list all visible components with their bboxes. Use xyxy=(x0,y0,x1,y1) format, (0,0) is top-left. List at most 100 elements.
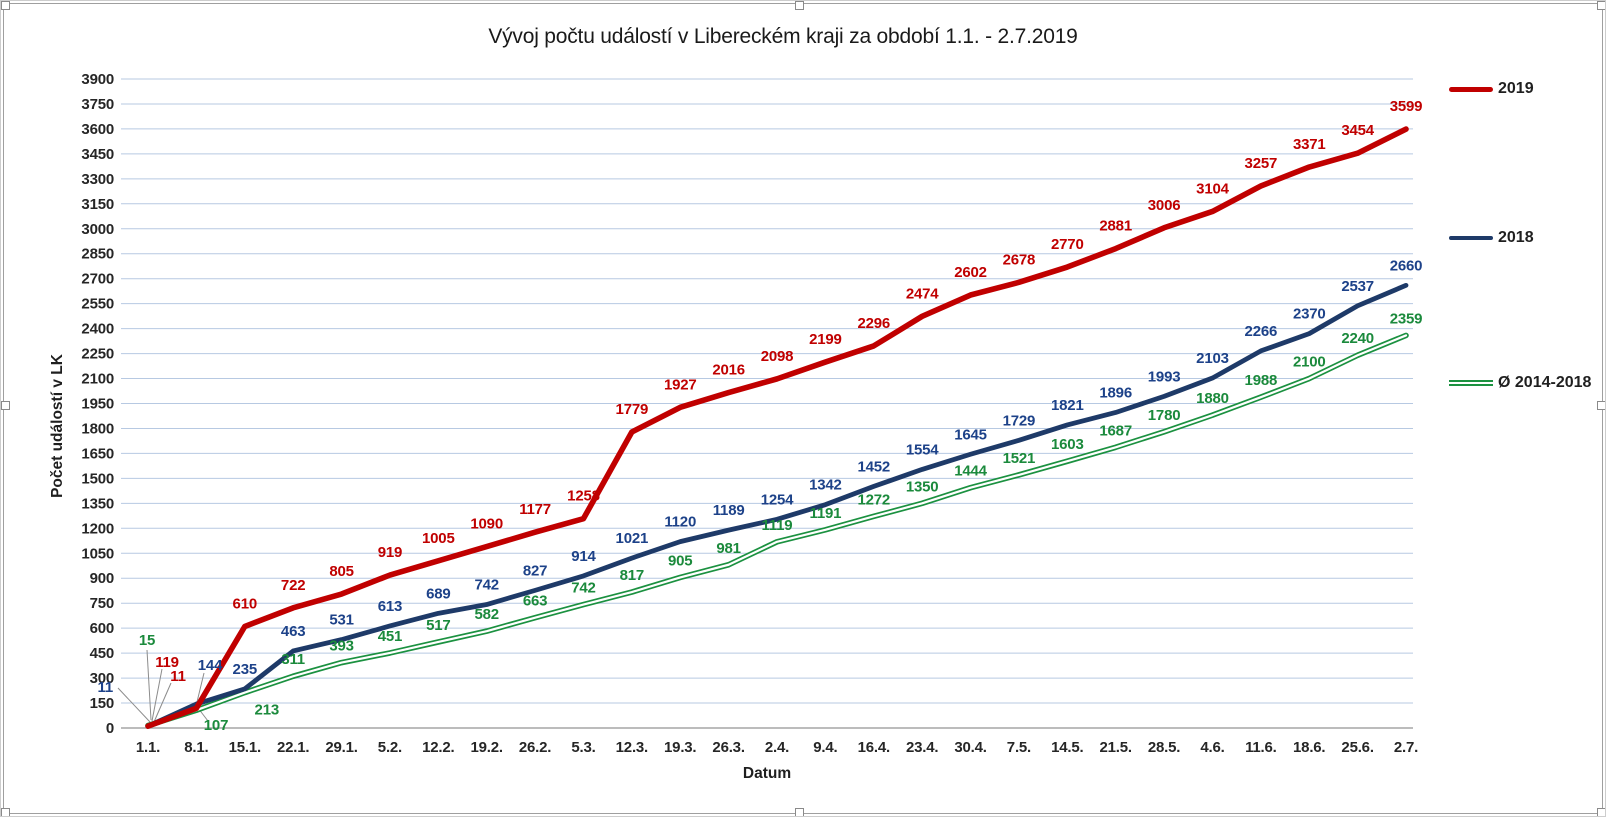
svg-text:22.1.: 22.1. xyxy=(277,739,309,756)
svg-text:1.1.: 1.1. xyxy=(136,739,160,756)
svg-text:600: 600 xyxy=(90,620,114,637)
svg-text:1350: 1350 xyxy=(81,495,114,512)
selection-handle-bottom-middle[interactable] xyxy=(795,808,804,816)
svg-text:1988: 1988 xyxy=(1245,372,1278,389)
svg-text:14.5.: 14.5. xyxy=(1051,739,1083,756)
svg-text:18.6.: 18.6. xyxy=(1293,739,1325,756)
series-line-1[interactable] xyxy=(145,282,1409,729)
svg-text:4.6.: 4.6. xyxy=(1200,739,1224,756)
svg-text:1645: 1645 xyxy=(954,426,987,443)
svg-text:1779: 1779 xyxy=(616,401,649,418)
svg-text:610: 610 xyxy=(233,595,257,612)
svg-text:3371: 3371 xyxy=(1293,136,1326,153)
svg-text:2602: 2602 xyxy=(954,264,987,281)
svg-text:2016: 2016 xyxy=(712,362,745,379)
svg-text:531: 531 xyxy=(329,612,353,629)
svg-text:750: 750 xyxy=(90,595,114,612)
series-line-2[interactable] xyxy=(145,332,1409,729)
svg-text:30.4.: 30.4. xyxy=(954,739,986,756)
selection-handle-top-left[interactable] xyxy=(1,1,10,10)
svg-text:393: 393 xyxy=(329,638,353,655)
svg-text:11: 11 xyxy=(98,679,113,696)
selection-handle-top-right[interactable] xyxy=(1597,1,1605,10)
svg-text:2199: 2199 xyxy=(809,331,842,348)
svg-text:1350: 1350 xyxy=(906,478,939,495)
svg-text:900: 900 xyxy=(90,570,114,587)
svg-text:15: 15 xyxy=(139,632,155,649)
svg-text:1880: 1880 xyxy=(1196,390,1229,407)
svg-text:817: 817 xyxy=(620,567,644,584)
svg-text:3257: 3257 xyxy=(1245,155,1278,172)
svg-text:1554: 1554 xyxy=(906,441,939,458)
legend-item-label: 2018 xyxy=(1498,229,1534,246)
svg-text:144: 144 xyxy=(198,657,223,674)
svg-text:1521: 1521 xyxy=(1003,450,1036,467)
legend-item-2018[interactable]: 2018 xyxy=(1449,229,1534,247)
svg-text:463: 463 xyxy=(281,623,305,640)
svg-text:12.2.: 12.2. xyxy=(422,739,454,756)
legend-item-avg-2014-2018[interactable]: Ø 2014-2018 xyxy=(1449,374,1591,392)
x-axis-tick-labels: 1.1. 8.1. 15.1. 22.1. 29.1. 5.2. 12.2. 19.2. 26.… xyxy=(136,739,1418,756)
selection-handle-bottom-left[interactable] xyxy=(1,808,10,816)
svg-text:722: 722 xyxy=(281,577,305,594)
svg-text:3450: 3450 xyxy=(81,146,114,163)
svg-text:451: 451 xyxy=(378,628,402,645)
legend-line-avg-icon xyxy=(1449,380,1493,386)
y-axis-title[interactable]: Počet událostí v LK xyxy=(49,354,66,498)
svg-text:16.4.: 16.4. xyxy=(858,739,890,756)
svg-text:2266: 2266 xyxy=(1245,323,1278,340)
svg-text:19.3.: 19.3. xyxy=(664,739,696,756)
svg-text:300: 300 xyxy=(90,670,114,687)
gridlines xyxy=(121,78,1413,729)
svg-text:914: 914 xyxy=(571,548,596,565)
svg-text:5.3.: 5.3. xyxy=(571,739,595,756)
x-axis-title[interactable]: Datum xyxy=(742,765,792,782)
series-line-0[interactable] xyxy=(145,126,1409,729)
svg-text:2537: 2537 xyxy=(1341,278,1374,295)
svg-text:2.4.: 2.4. xyxy=(765,739,789,756)
svg-text:150: 150 xyxy=(90,695,114,712)
svg-text:9.4.: 9.4. xyxy=(813,739,837,756)
svg-text:3599: 3599 xyxy=(1390,98,1423,115)
svg-text:1687: 1687 xyxy=(1099,422,1132,439)
svg-text:2400: 2400 xyxy=(81,321,114,338)
svg-text:805: 805 xyxy=(329,563,353,580)
svg-text:1650: 1650 xyxy=(81,445,114,462)
svg-text:1272: 1272 xyxy=(857,491,890,508)
selection-handle-middle-left[interactable] xyxy=(1,401,10,410)
chart-title[interactable]: Vývoj počtu událostí v Libereckém kraji … xyxy=(488,25,1078,48)
svg-text:23.4.: 23.4. xyxy=(906,739,938,756)
selection-handle-bottom-right[interactable] xyxy=(1597,808,1605,816)
selection-handle-top-middle[interactable] xyxy=(795,1,804,10)
svg-text:1005: 1005 xyxy=(422,530,455,547)
svg-text:2240: 2240 xyxy=(1341,330,1374,347)
svg-text:1780: 1780 xyxy=(1148,407,1181,424)
svg-text:919: 919 xyxy=(378,544,402,561)
svg-text:450: 450 xyxy=(90,645,114,662)
legend-item-label: Ø 2014-2018 xyxy=(1498,374,1592,391)
legend-item-2019[interactable]: 2019 xyxy=(1449,80,1534,98)
svg-text:2474: 2474 xyxy=(906,285,939,302)
svg-text:1729: 1729 xyxy=(1003,412,1036,429)
svg-text:3900: 3900 xyxy=(81,71,114,88)
selection-handle-middle-right[interactable] xyxy=(1597,401,1605,410)
svg-text:2296: 2296 xyxy=(857,315,890,332)
svg-text:7.5.: 7.5. xyxy=(1007,739,1031,756)
svg-text:311: 311 xyxy=(281,651,305,668)
svg-text:827: 827 xyxy=(523,562,547,579)
svg-text:1603: 1603 xyxy=(1051,436,1084,453)
svg-text:742: 742 xyxy=(474,577,498,594)
svg-text:1177: 1177 xyxy=(519,501,551,518)
svg-text:1950: 1950 xyxy=(81,396,114,413)
svg-text:2098: 2098 xyxy=(761,348,794,365)
svg-text:1090: 1090 xyxy=(470,516,503,533)
svg-text:2660: 2660 xyxy=(1390,257,1423,274)
svg-text:19.2.: 19.2. xyxy=(471,739,503,756)
svg-text:3750: 3750 xyxy=(81,96,114,113)
svg-text:981: 981 xyxy=(716,540,740,557)
legend-line-2019-icon xyxy=(1449,86,1493,92)
svg-text:5.2.: 5.2. xyxy=(378,739,402,756)
svg-text:3300: 3300 xyxy=(81,171,114,188)
